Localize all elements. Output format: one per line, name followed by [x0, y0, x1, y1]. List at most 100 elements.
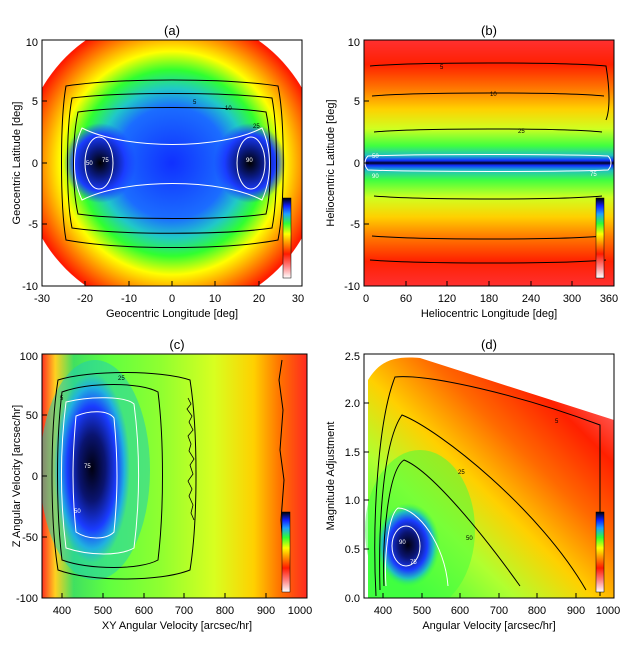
x-tick-label: 700	[175, 605, 193, 617]
x-tick-label: -20	[77, 293, 93, 305]
contour-label: 5	[440, 65, 444, 71]
x-tick-label: 30	[292, 293, 304, 305]
x-tick-label: 500	[413, 605, 431, 617]
panel-a-contour-75-left	[84, 136, 114, 190]
panel-c-yticks: -100 -50 0 50 100	[16, 351, 47, 605]
x-tick-label: 0	[169, 293, 175, 305]
panel-d-colorbar	[595, 511, 605, 593]
x-tick-label: 1000	[596, 605, 620, 617]
contour-label: 10	[490, 92, 497, 98]
contour-label: 75	[84, 464, 91, 470]
contour-label: 25	[458, 470, 465, 476]
contour-label: 25	[118, 376, 125, 382]
y-tick-label: -10	[344, 281, 360, 293]
panel-b-contour-10-top	[371, 92, 605, 97]
contour-label: 50	[86, 161, 93, 167]
x-tick-label: 900	[567, 605, 585, 617]
y-tick-label: 2.5	[345, 351, 360, 363]
contour-label: 75	[590, 172, 597, 178]
y-tick-label: 2.0	[345, 398, 360, 410]
panel-b-contour-5-top	[369, 62, 610, 121]
x-tick-label: -10	[121, 293, 137, 305]
panel-d-contour-50	[383, 459, 521, 587]
y-axis-label: Z Angular Velocity [arcsec/hr]	[11, 405, 23, 547]
x-axis-label: Angular Velocity [arcsec/hr]	[422, 620, 555, 632]
panel-b-xticks: 0 60 120 180 240 300 360	[363, 281, 618, 305]
panel-a-colorbar	[282, 197, 292, 279]
panel-b-contour-25-top	[373, 128, 603, 133]
y-tick-label: 0	[32, 471, 38, 483]
panel-c-contour-75	[72, 411, 118, 539]
contour-label: 50	[372, 154, 379, 160]
y-axis-label: Heliocentric Latitude [deg]	[325, 99, 337, 226]
panel-d-contour-25	[379, 414, 587, 591]
panel-c-colorbar	[281, 511, 291, 593]
y-tick-label: 1.0	[345, 495, 360, 507]
x-tick-label: 180	[480, 293, 498, 305]
contour-label: 10	[225, 106, 232, 112]
contour-label: 50	[466, 536, 473, 542]
panel-a-title: (a)	[164, 23, 180, 38]
x-tick-label: -30	[34, 293, 50, 305]
x-tick-label: 240	[522, 293, 540, 305]
panel-a-yticks: -10 -5 0 5 10	[22, 37, 47, 293]
x-tick-label: 360	[600, 293, 618, 305]
panel-d-xticks: 400 500 600 700 800 900 1000	[374, 593, 620, 617]
contour-label: 75	[102, 158, 109, 164]
x-tick-label: 10	[209, 293, 221, 305]
panel-b-colorbar	[595, 197, 605, 279]
y-tick-label: 0	[354, 158, 360, 170]
panel-c-noisy-contour	[186, 397, 195, 521]
contour-label: 75	[410, 560, 417, 566]
panel-b-contour-10-bottom	[371, 235, 605, 240]
contour-label: 25	[253, 124, 260, 130]
panel-c-contour-5	[51, 372, 197, 580]
panel-b: (b) 5 10 25 50 75 90 0	[325, 23, 618, 320]
x-tick-label: 600	[135, 605, 153, 617]
panel-d-contour-90	[391, 525, 421, 567]
panel-b-heatmap: 5 10 25 50 75 90	[364, 40, 614, 286]
y-tick-label: 5	[354, 96, 360, 108]
panel-b-contour-25-bottom	[373, 195, 603, 200]
y-tick-label: 5	[32, 96, 38, 108]
y-tick-label: 1.5	[345, 447, 360, 459]
x-tick-label: 800	[528, 605, 546, 617]
y-tick-label: 10	[26, 37, 38, 49]
y-tick-label: -5	[28, 219, 38, 231]
y-tick-label: -10	[22, 281, 38, 293]
panel-a-contour-5	[61, 79, 284, 248]
panel-a: (a) 5 10 25 50 75 90	[11, 23, 304, 320]
x-axis-label: Geocentric Longitude [deg]	[106, 308, 238, 320]
panel-d-contour-5	[374, 376, 601, 597]
panel-c: (c) 5 25 50 75 400 500	[11, 337, 312, 632]
contour-label: 90	[372, 174, 379, 180]
contour-label: 90	[246, 158, 253, 164]
contour-label: 5	[60, 396, 64, 402]
panel-c-heatmap: 5 25 50 75	[42, 354, 307, 598]
panel-d-contour-75	[385, 507, 449, 587]
panel-a-contour-50	[74, 127, 270, 201]
panel-d-title: (d)	[481, 337, 497, 352]
panel-b-contour-75	[364, 154, 612, 172]
x-tick-label: 900	[257, 605, 275, 617]
x-tick-label: 60	[400, 293, 412, 305]
panel-a-contour-25	[73, 107, 271, 219]
contour-label: 5	[193, 100, 197, 106]
y-axis-label: Geocentric Latitude [deg]	[11, 102, 23, 225]
panel-c-title: (c)	[169, 337, 184, 352]
contour-label: 90	[399, 540, 406, 546]
panel-a-contour-10	[67, 93, 277, 234]
y-tick-label: -100	[16, 593, 38, 605]
x-axis-label: XY Angular Velocity [arcsec/hr]	[102, 620, 252, 632]
y-tick-label: 0	[32, 158, 38, 170]
x-tick-label: 400	[53, 605, 71, 617]
contour-label: 25	[518, 129, 525, 135]
y-tick-label: 0.0	[345, 593, 360, 605]
x-tick-label: 0	[363, 293, 369, 305]
panel-d-heatmap: 5 25 50 75 90	[364, 354, 614, 598]
x-tick-label: 300	[563, 293, 581, 305]
panel-c-hotspot	[54, 373, 130, 563]
x-tick-label: 700	[490, 605, 508, 617]
y-tick-label: 100	[20, 351, 38, 363]
panel-d: (d) 5 25 50 75 90 400	[325, 337, 620, 632]
